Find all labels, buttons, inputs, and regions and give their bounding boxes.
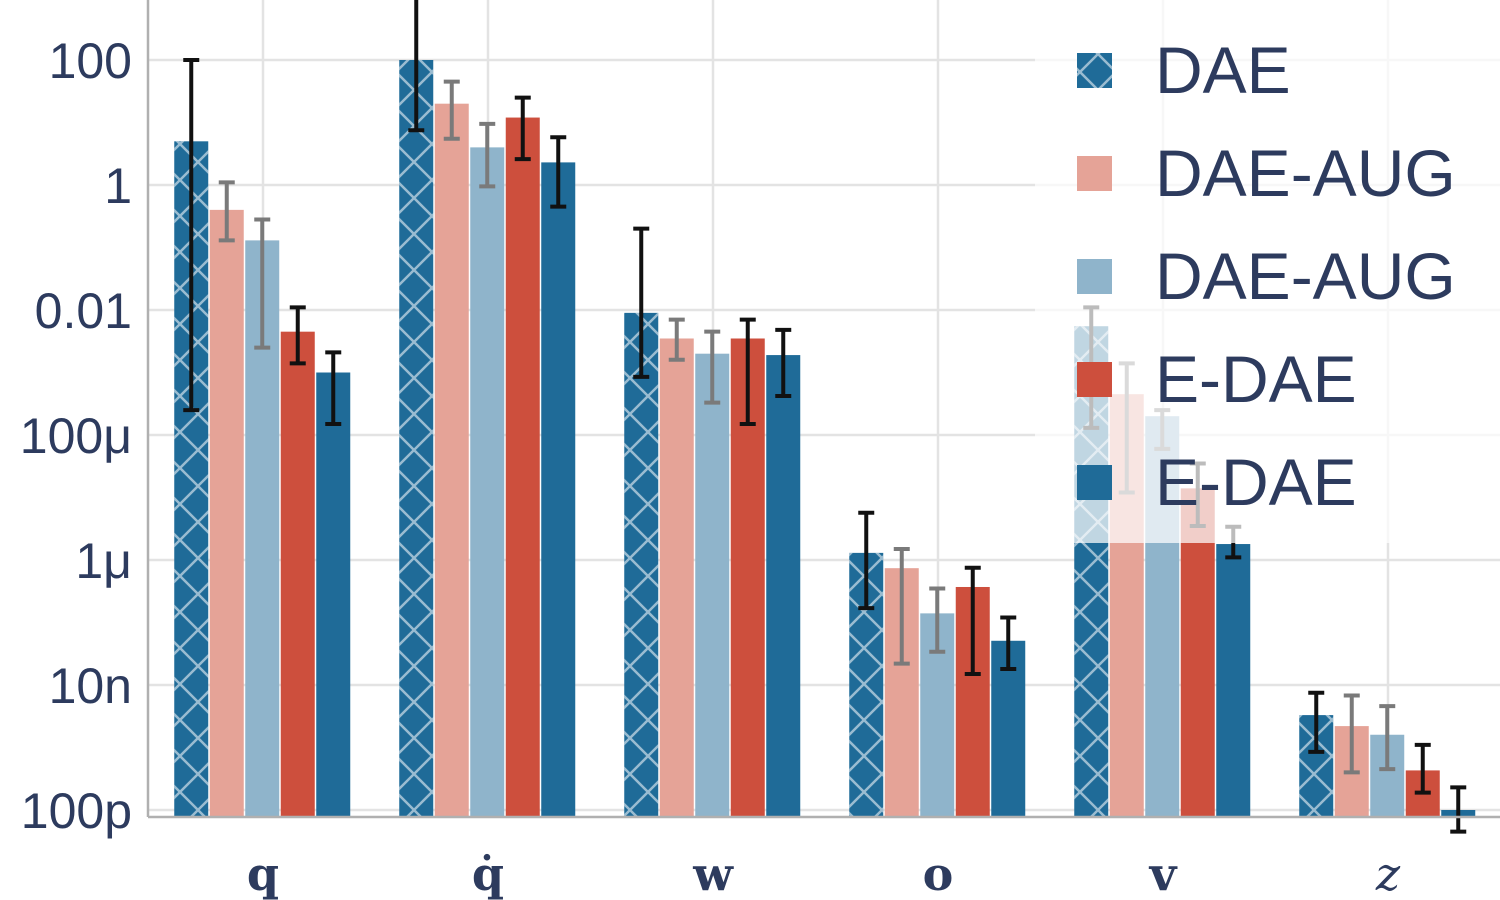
y-tick-label: 100p <box>21 783 132 839</box>
bar <box>541 162 576 817</box>
legend-label: DAE-AUG <box>1155 136 1456 210</box>
legend-label: DAE-AUG <box>1155 239 1456 313</box>
y-tick-label: 1μ <box>75 533 132 589</box>
legend-swatch <box>1077 259 1112 294</box>
bar <box>434 103 469 818</box>
y-axis-ticks: 100 1 0.01 100μ 1μ 10n 100p <box>20 33 132 839</box>
bar <box>1180 488 1215 817</box>
y-tick-label: 100μ <box>20 408 132 464</box>
bar-hatch <box>624 312 659 817</box>
legend-label: E-DAE <box>1155 342 1357 416</box>
bar <box>1216 544 1251 817</box>
bar <box>659 338 694 817</box>
legend-swatch <box>1077 465 1112 500</box>
x-tick-label: q̇ <box>472 847 504 900</box>
bar-hatch <box>399 60 434 817</box>
bar <box>766 355 801 817</box>
bar <box>505 117 540 818</box>
x-tick-label: z <box>1375 847 1401 900</box>
y-tick-label: 1 <box>104 158 132 214</box>
bar <box>316 372 351 817</box>
axes <box>146 0 1500 819</box>
x-tick-label: o <box>923 847 954 900</box>
x-tick-label: w <box>692 847 734 900</box>
y-tick-label: 10n <box>49 658 132 714</box>
bars <box>174 0 1476 834</box>
bar <box>470 147 505 818</box>
legend-background <box>1035 0 1500 543</box>
x-axis-ticks: q q̇ w o v z <box>247 847 1401 900</box>
legend-label: DAE <box>1155 33 1291 107</box>
legend-swatch <box>1077 156 1112 191</box>
legend-label: E-DAE <box>1155 445 1357 519</box>
x-tick-label: q <box>247 847 279 900</box>
y-tick-label: 100 <box>49 33 132 89</box>
bar <box>209 209 244 818</box>
legend: DAE DAE-AUG DAE-AUG E-DAE E-DAE <box>1035 0 1500 543</box>
x-tick-label: v <box>1149 847 1178 900</box>
legend-swatch <box>1077 362 1112 397</box>
bar <box>280 331 315 817</box>
bar <box>695 353 730 817</box>
legend-swatch-hatch <box>1077 53 1112 88</box>
y-tick-label: 0.01 <box>35 283 132 339</box>
